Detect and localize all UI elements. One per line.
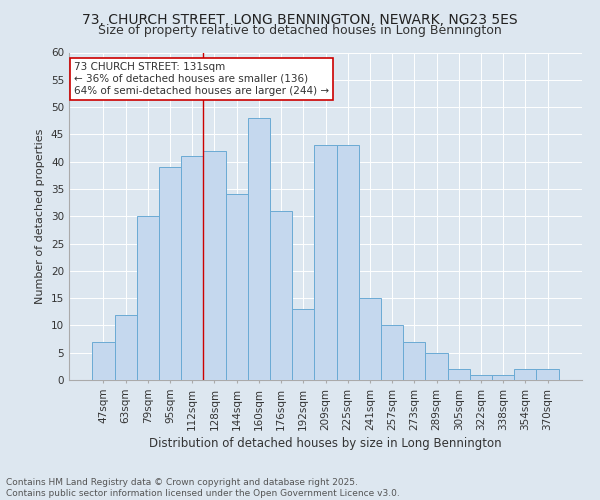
Bar <box>337 146 359 380</box>
Bar <box>115 314 137 380</box>
Bar <box>470 374 492 380</box>
Bar <box>137 216 159 380</box>
Bar <box>381 326 403 380</box>
Bar <box>492 374 514 380</box>
Bar <box>270 211 292 380</box>
Bar <box>203 151 226 380</box>
Bar <box>314 146 337 380</box>
Bar <box>226 194 248 380</box>
Text: 73, CHURCH STREET, LONG BENNINGTON, NEWARK, NG23 5ES: 73, CHURCH STREET, LONG BENNINGTON, NEWA… <box>82 12 518 26</box>
Bar <box>536 369 559 380</box>
Text: Size of property relative to detached houses in Long Bennington: Size of property relative to detached ho… <box>98 24 502 37</box>
Bar <box>514 369 536 380</box>
Bar <box>425 352 448 380</box>
Bar <box>403 342 425 380</box>
Y-axis label: Number of detached properties: Number of detached properties <box>35 128 46 304</box>
Bar <box>92 342 115 380</box>
X-axis label: Distribution of detached houses by size in Long Bennington: Distribution of detached houses by size … <box>149 436 502 450</box>
Text: Contains HM Land Registry data © Crown copyright and database right 2025.
Contai: Contains HM Land Registry data © Crown c… <box>6 478 400 498</box>
Bar <box>359 298 381 380</box>
Bar <box>448 369 470 380</box>
Bar <box>159 167 181 380</box>
Text: 73 CHURCH STREET: 131sqm
← 36% of detached houses are smaller (136)
64% of semi-: 73 CHURCH STREET: 131sqm ← 36% of detach… <box>74 62 329 96</box>
Bar <box>181 156 203 380</box>
Bar <box>292 309 314 380</box>
Bar <box>248 118 270 380</box>
